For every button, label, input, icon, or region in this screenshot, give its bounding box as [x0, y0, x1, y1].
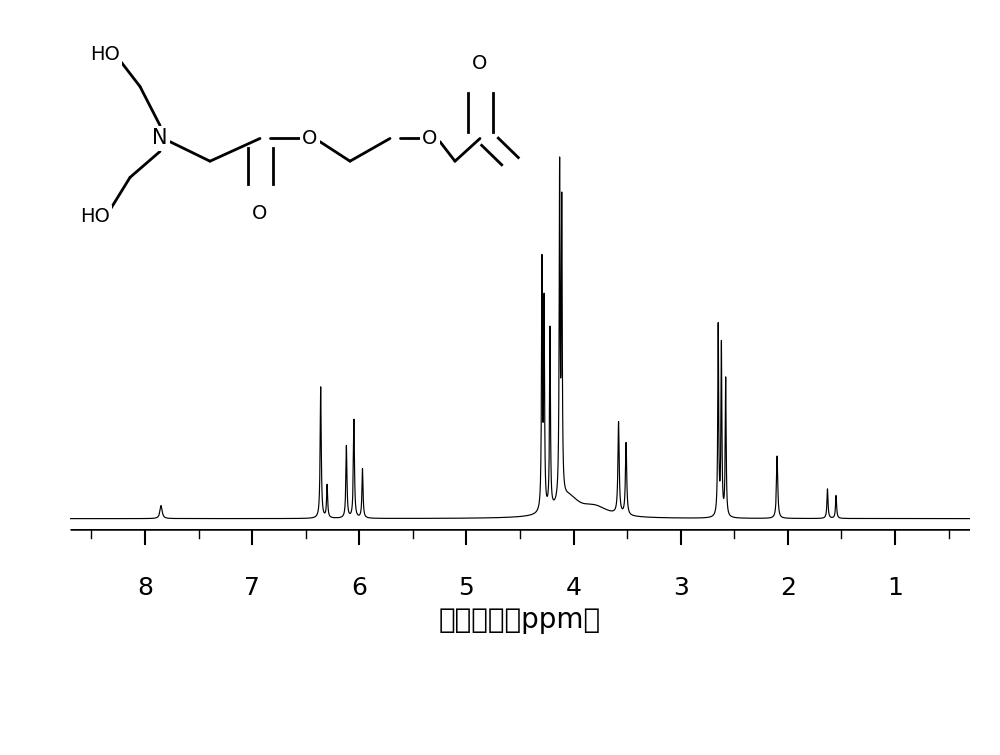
Text: O: O — [472, 54, 488, 73]
Text: N: N — [152, 128, 168, 149]
Text: 化学位移（ppm）: 化学位移（ppm） — [439, 606, 601, 634]
Text: 5: 5 — [459, 577, 474, 600]
Text: 4: 4 — [566, 577, 582, 600]
Text: 1: 1 — [887, 577, 903, 600]
Text: HO: HO — [80, 207, 110, 226]
Text: 2: 2 — [780, 577, 796, 600]
Text: O: O — [422, 129, 438, 148]
Text: 3: 3 — [673, 577, 689, 600]
Text: 7: 7 — [244, 577, 260, 600]
Text: 6: 6 — [351, 577, 367, 600]
Text: O: O — [252, 204, 268, 223]
Text: 8: 8 — [137, 577, 153, 600]
Text: HO: HO — [90, 45, 120, 63]
Text: O: O — [302, 129, 318, 148]
